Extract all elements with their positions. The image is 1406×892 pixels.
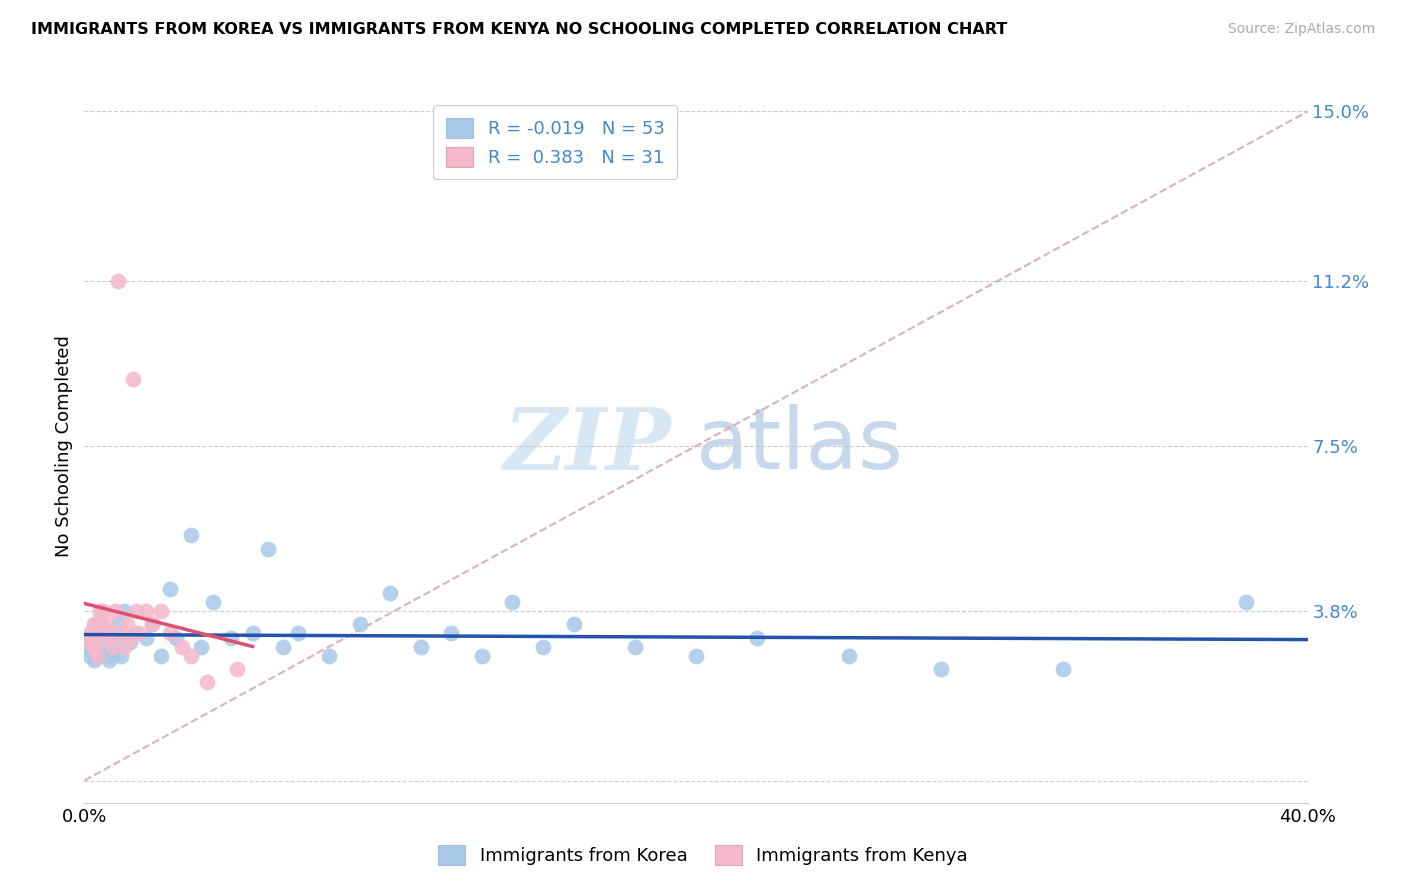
Point xyxy=(83,635,105,649)
Point xyxy=(86,617,108,632)
Point xyxy=(89,626,111,640)
Point xyxy=(94,635,117,649)
Point xyxy=(101,648,124,663)
Point xyxy=(531,640,554,654)
Point xyxy=(86,648,108,663)
Point xyxy=(838,648,860,663)
Point xyxy=(83,617,105,632)
Text: IMMIGRANTS FROM KOREA VS IMMIGRANTS FROM KENYA NO SCHOOLING COMPLETED CORRELATIO: IMMIGRANTS FROM KOREA VS IMMIGRANTS FROM… xyxy=(31,22,1007,37)
Point xyxy=(110,648,132,663)
Point xyxy=(195,675,218,690)
Point xyxy=(120,631,142,645)
Point xyxy=(107,274,129,288)
Text: Source: ZipAtlas.com: Source: ZipAtlas.com xyxy=(1227,22,1375,37)
Point xyxy=(257,541,280,556)
Point xyxy=(94,644,117,658)
Point xyxy=(125,626,148,640)
Point xyxy=(929,662,952,676)
Point xyxy=(76,631,98,645)
Point xyxy=(91,640,114,654)
Point xyxy=(101,626,124,640)
Point xyxy=(502,595,524,609)
Point xyxy=(685,648,707,663)
Point xyxy=(471,648,494,663)
Point xyxy=(409,640,432,654)
Point xyxy=(120,635,142,649)
Point xyxy=(159,626,181,640)
Point xyxy=(135,631,157,645)
Point xyxy=(380,586,402,600)
Point xyxy=(318,648,340,663)
Point xyxy=(86,644,108,658)
Point xyxy=(226,662,249,676)
Point xyxy=(149,604,172,618)
Point xyxy=(104,631,127,645)
Point xyxy=(91,604,114,618)
Point xyxy=(1052,662,1074,676)
Point xyxy=(135,604,157,618)
Point xyxy=(242,626,264,640)
Point xyxy=(83,640,105,654)
Point xyxy=(112,604,135,618)
Point xyxy=(76,640,98,654)
Y-axis label: No Schooling Completed: No Schooling Completed xyxy=(55,335,73,557)
Point xyxy=(440,626,463,640)
Point xyxy=(110,626,132,640)
Point xyxy=(349,617,371,632)
Point xyxy=(287,626,309,640)
Point xyxy=(104,604,127,618)
Point xyxy=(86,626,108,640)
Point xyxy=(190,640,212,654)
Point xyxy=(141,617,163,632)
Point xyxy=(94,617,117,632)
Point xyxy=(83,653,105,667)
Point xyxy=(219,631,242,645)
Text: atlas: atlas xyxy=(696,404,904,488)
Text: ZIP: ZIP xyxy=(503,404,672,488)
Point xyxy=(165,631,187,645)
Point xyxy=(271,640,294,654)
Point xyxy=(201,595,224,609)
Point xyxy=(97,653,120,667)
Legend: R = -0.019   N = 53, R =  0.383   N = 31: R = -0.019 N = 53, R = 0.383 N = 31 xyxy=(433,105,678,179)
Point xyxy=(128,626,150,640)
Point xyxy=(79,648,101,663)
Point xyxy=(79,631,101,645)
Point xyxy=(91,631,114,645)
Point xyxy=(104,640,127,654)
Point xyxy=(107,617,129,632)
Point xyxy=(101,640,124,654)
Point xyxy=(125,604,148,618)
Point xyxy=(112,640,135,654)
Point xyxy=(122,372,145,386)
Point xyxy=(79,635,101,649)
Point xyxy=(159,582,181,596)
Point xyxy=(624,640,647,654)
Point xyxy=(97,626,120,640)
Point xyxy=(747,631,769,645)
Point xyxy=(79,626,101,640)
Point xyxy=(89,604,111,618)
Point xyxy=(97,640,120,654)
Point xyxy=(141,617,163,632)
Point xyxy=(91,631,114,645)
Point xyxy=(562,617,585,632)
Point xyxy=(172,640,194,654)
Point xyxy=(89,648,111,663)
Point xyxy=(180,648,202,663)
Legend: Immigrants from Korea, Immigrants from Kenya: Immigrants from Korea, Immigrants from K… xyxy=(429,836,977,874)
Point xyxy=(115,617,138,632)
Point xyxy=(149,648,172,663)
Point xyxy=(89,617,111,632)
Point xyxy=(180,528,202,542)
Point xyxy=(1236,595,1258,609)
